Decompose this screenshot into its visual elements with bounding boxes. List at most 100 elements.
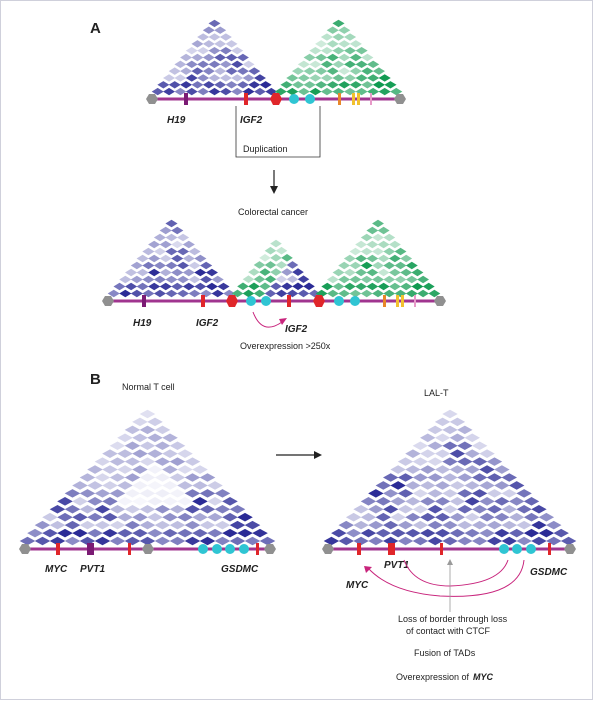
heatmap-cell (242, 289, 255, 298)
heatmap-cell (286, 87, 299, 96)
heatmap-cell (184, 489, 201, 498)
heatmap-cell (147, 528, 163, 538)
heatmap-cell (382, 520, 399, 530)
heatmap-cell (253, 87, 266, 96)
heatmap-cell (194, 282, 207, 291)
heatmap-cell (165, 233, 178, 242)
heatmap-cell (457, 536, 473, 546)
heatmap-cell (442, 473, 458, 482)
heatmap-cell (132, 512, 148, 522)
cyan-site-marker (212, 544, 222, 554)
heatmap-cell (242, 87, 255, 96)
heatmap-cell (171, 268, 184, 277)
heatmap-cell (94, 473, 111, 482)
heatmap-cell (368, 536, 384, 546)
heatmap-cell (205, 282, 218, 291)
note-overexpression-gene: MYC (473, 672, 494, 682)
panel-b-label: B (90, 371, 101, 388)
heatmap-cell (501, 489, 518, 498)
heatmap-cell (275, 275, 288, 284)
pink-gene-marker (370, 93, 372, 105)
heatmap-cell (177, 528, 193, 538)
red-gene-marker (440, 543, 443, 555)
heatmap-cell (169, 441, 186, 451)
heatmap-cell (192, 465, 208, 474)
heatmap-cell (494, 528, 510, 538)
curved-activation-arrow-icon (252, 311, 287, 328)
heatmap-cell (174, 87, 187, 96)
heatmap-cell (139, 425, 156, 435)
heatmap-cell (109, 520, 126, 530)
heatmap-cell (367, 60, 380, 69)
heatmap-cell (270, 268, 282, 276)
heatmap-cell (411, 282, 424, 291)
heatmap-cell (236, 67, 249, 75)
heatmap-cell (434, 528, 451, 538)
heatmap-cell (315, 67, 328, 75)
heatmap-cell (200, 289, 213, 298)
heatmap-cell (538, 512, 555, 522)
heatmap-cell (531, 504, 547, 514)
heatmap-cell (231, 74, 244, 82)
heatmap-cell (197, 74, 210, 82)
heatmap-cell (132, 433, 148, 443)
heatmap-cell (382, 473, 399, 482)
heatmap-cell (405, 261, 418, 270)
cyan-site-marker (334, 296, 344, 306)
heatmap-cell (139, 409, 156, 419)
heatmap-cell (171, 282, 184, 291)
heatmap-cell (132, 449, 148, 458)
gene-label-h19: H19 (133, 318, 152, 329)
heatmap-cell (185, 74, 198, 82)
heatmap-cell (148, 268, 161, 277)
heatmap-cell (231, 46, 244, 55)
heatmap-cell (449, 433, 466, 443)
heatmap-cell (390, 465, 406, 474)
heatmap-cell (471, 441, 488, 451)
heatmap-cell (34, 536, 51, 546)
heatmap-cell (390, 512, 406, 522)
heatmap-cell (72, 497, 88, 506)
heatmap-cell (162, 465, 178, 474)
heatmap-cell (286, 261, 299, 269)
heatmap-cell (546, 520, 562, 530)
heatmap-cell (199, 520, 216, 530)
heatmap-cell (326, 275, 339, 284)
heatmap-cell (117, 481, 133, 490)
heatmap-cell (523, 528, 540, 538)
heatmap-cell (434, 512, 451, 522)
heatmap-cell (315, 53, 328, 62)
heatmap-cell (420, 528, 436, 538)
heatmap-cell (471, 504, 488, 514)
ctcf-site-marker (226, 295, 238, 307)
cyan-site-marker (526, 544, 536, 554)
heatmap-cell (377, 254, 390, 263)
heatmap-cell (154, 504, 171, 514)
heatmap-cell (229, 520, 246, 530)
heatmap-cell (405, 289, 418, 298)
heatmap-cell (390, 497, 406, 506)
heatmap-cell (366, 282, 379, 291)
heatmap-cell (353, 536, 369, 546)
heatmap-cell (411, 268, 424, 277)
heatmap-cell (119, 275, 132, 284)
red-gene-marker (128, 543, 131, 555)
heatmap-cell (87, 528, 103, 538)
heatmap-cell (169, 504, 186, 514)
heatmap-cell (64, 520, 81, 530)
heatmap-cell (237, 528, 253, 538)
heatmap-cell (375, 481, 392, 490)
gene-label-myc: MYC (346, 580, 369, 591)
heatmap-cell (457, 425, 473, 435)
heatmap-cell (244, 520, 261, 530)
heatmap-cell (107, 289, 120, 298)
heatmap-cell (168, 67, 181, 75)
heatmap-cell (191, 53, 204, 62)
cyan-site-marker (239, 544, 249, 554)
heatmap-cell (457, 520, 473, 530)
heatmap-cell (400, 282, 413, 291)
heatmap-cell (124, 489, 141, 498)
heatmap-cell (320, 60, 334, 69)
heatmap-cell (102, 528, 118, 538)
pink-gene-marker (414, 295, 416, 307)
